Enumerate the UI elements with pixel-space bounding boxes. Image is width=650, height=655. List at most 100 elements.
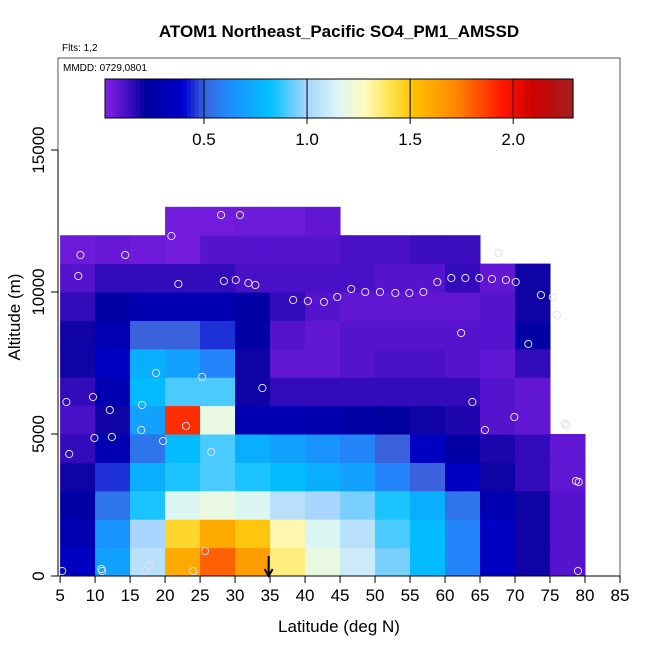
y-tick-label: 15000 [29,126,48,173]
x-tick-label: 5 [55,586,64,605]
colorbar-segment [214,79,219,118]
observation-point [524,339,533,349]
flights-label: Flts: 1,2 [62,43,98,54]
observation-point [510,412,519,422]
colorbar-segment [389,79,395,118]
heatmap-cell [410,348,446,378]
heatmap-cell [60,320,96,350]
heatmap-cell [165,547,201,577]
heatmap-cell [340,405,376,435]
heatmap-cell [550,519,586,549]
heatmap-cell [305,405,341,435]
heatmap-cell [550,547,586,577]
colorbar-segment [206,79,211,118]
observation-point [198,372,207,382]
colorbar-segment [374,79,379,118]
observation-point [107,432,116,442]
colorbar-segment [124,79,129,118]
colorbar-segment [225,79,231,118]
heatmap-cell [445,490,481,520]
colorbar-segment [179,79,184,118]
heatmap-cell [270,405,306,435]
heatmap-cell [480,434,516,463]
heatmap-cell [130,462,166,492]
colorbar-segment [502,79,508,118]
colorbar-segment [296,79,301,118]
heatmap-cell [235,434,271,463]
observation-point [231,275,240,285]
observation-point [137,400,147,410]
observation-point [361,287,370,297]
colorbar-segment [549,79,555,118]
colorbar-segment [303,79,309,118]
heatmap-cell [410,434,446,463]
heatmap-cell [445,547,481,577]
observation-point [480,425,490,435]
heatmap-cell [480,320,516,350]
colorbar-segment [526,79,531,118]
heatmap-cell [270,519,306,549]
colorbar-segment [381,79,387,118]
observation-point [144,560,154,570]
colorbar-segment [362,79,367,118]
observation-point [76,250,85,260]
observation-point [207,447,216,457]
heatmap-cell [95,490,131,520]
observation-point [74,271,83,281]
observation-point [405,288,414,298]
colorbar-segment [335,79,340,118]
heatmap-cell [410,519,446,549]
heatmap-cell [550,490,586,520]
heatmap-cell [515,547,551,577]
colorbar-segment [311,79,317,118]
heatmap-cell [95,292,131,321]
heatmap-cell [95,547,131,577]
colorbar-segment [405,79,410,118]
heatmap-cell [270,462,306,492]
heatmap-cell [375,462,411,492]
heatmap-cell [95,348,131,378]
observation-point [235,210,245,220]
heatmap-cell [340,348,376,378]
heatmap-cell [515,292,551,321]
heatmap-cell [305,490,341,520]
y-tick-label: 0 [29,571,48,580]
x-tick-label: 30 [226,586,245,605]
heatmap-cell [60,405,96,435]
heatmap-cell [515,320,551,350]
heatmap-cell [375,519,411,549]
colorbar-segment [323,79,328,118]
colorbar-segment [518,79,523,118]
colorbar-segment [155,79,161,118]
colorbar-segment [506,79,512,118]
heatmap-cell [515,348,551,378]
colorbar-segment [218,79,223,118]
colorbar-segment [183,79,188,118]
colorbar-segment [557,79,562,118]
colorbar-segment [272,79,278,118]
heatmap-cell [60,292,96,321]
observation-point [419,287,428,297]
heatmap-cell [305,434,341,463]
heatmap-cell [95,519,131,549]
heatmap-cell [480,348,516,378]
colorbar-frame [104,78,574,119]
heatmap-cell [480,405,516,435]
colorbar-segment [229,79,235,118]
colorbar-segment [358,79,363,118]
colorbar-segment [147,79,153,118]
heatmap-cell [445,348,481,378]
colorbar-segment [307,79,313,118]
x-tick-label: 50 [366,586,385,605]
heatmap-cell [200,292,236,321]
x-tick-label: 25 [191,586,210,605]
heatmap-cell [340,490,376,520]
observation-point [494,248,503,258]
heatmap-cell [235,377,271,407]
colorbar-segment [397,79,402,118]
colorbar-segment [475,79,480,118]
heatmap-cell [165,462,201,492]
observation-point [251,280,260,290]
colorbar-segment [456,79,461,118]
x-tick-label: 15 [121,586,140,605]
